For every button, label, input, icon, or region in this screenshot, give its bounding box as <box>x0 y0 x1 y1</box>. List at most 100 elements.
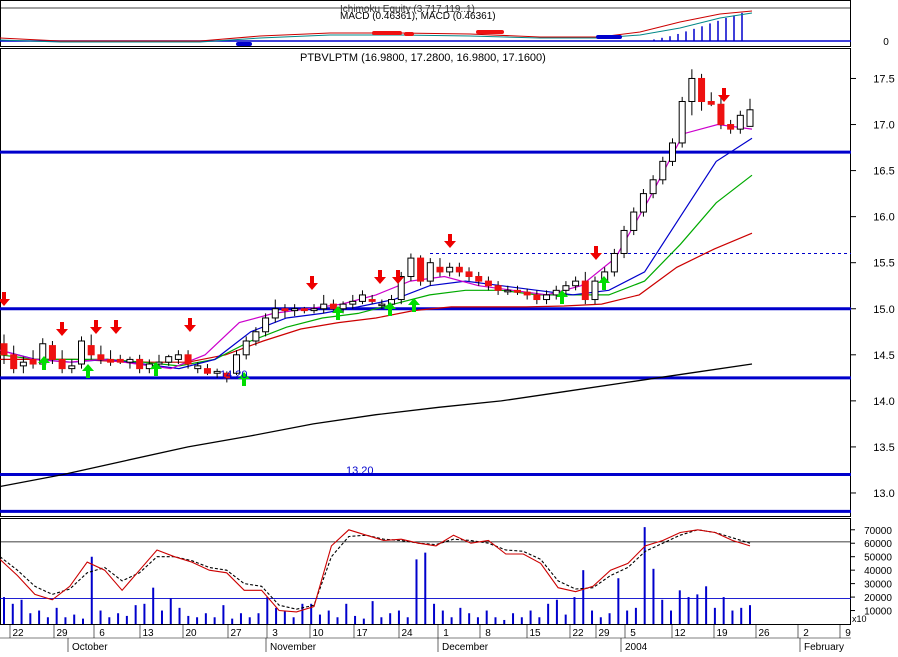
candle-down <box>29 358 37 365</box>
price-axis: 17.5 17.0 16.5 16.0 15.5 15.0 14.5 14.0 13.5 13.0 <box>851 73 895 500</box>
candle-up <box>572 280 580 287</box>
arrow-shape <box>444 234 456 248</box>
sell-signal-arrow <box>590 246 602 260</box>
candle-up <box>78 340 86 365</box>
candle-up <box>213 370 221 374</box>
x-month-label: October <box>72 642 108 652</box>
macd-signal-teal <box>0 12 753 43</box>
arrow-shape <box>408 298 420 312</box>
sell-signal-arrow <box>392 270 404 284</box>
x-month-label: November <box>270 642 317 652</box>
candle-up <box>591 280 599 301</box>
candle-down <box>107 358 115 363</box>
candle-down <box>717 103 725 126</box>
price-layer <box>0 69 851 513</box>
candle-down <box>581 280 589 301</box>
arrow-shape <box>90 320 102 334</box>
candle-down <box>455 266 463 273</box>
macd-crossover-marker <box>404 32 414 36</box>
volume-multiplier: x10 <box>852 614 867 624</box>
price-tick-label: 14.5 <box>873 350 894 362</box>
x-day-label: 5 <box>630 628 636 639</box>
buy-signal-arrow <box>384 302 396 316</box>
x-day-label: 2 <box>803 628 809 639</box>
buy-signal-arrow <box>332 306 344 320</box>
candle-up <box>165 356 173 363</box>
arrow-shape <box>184 318 196 332</box>
price-tick-label: 13.5 <box>873 442 894 454</box>
candle-up <box>252 331 260 342</box>
x-month-label: February <box>804 642 844 652</box>
x-day-label: 9 <box>845 628 851 639</box>
macd-panel-frame <box>0 0 851 47</box>
candle-down <box>223 372 231 379</box>
candle-down <box>97 354 105 360</box>
candle-up <box>610 252 618 273</box>
candle-up <box>639 193 647 213</box>
arrow-shape <box>598 276 610 290</box>
price-tick-label: 16.0 <box>873 212 894 224</box>
candle-up <box>194 365 202 370</box>
buy-signal-arrow <box>82 364 94 378</box>
price-tick-label: 15.5 <box>873 258 894 270</box>
price-tick-label: 14.0 <box>873 396 894 408</box>
buy-signal-arrow <box>598 276 610 290</box>
candle-up <box>358 294 366 302</box>
macd-crossover-marker <box>476 30 504 34</box>
candle-down <box>203 368 211 374</box>
volume-tick-label: 20000 <box>864 593 892 604</box>
buy-signal-arrow <box>556 290 568 304</box>
candle-up <box>630 211 638 231</box>
annotation-low: 14.20 <box>220 369 248 381</box>
candle-up <box>620 229 628 254</box>
candle-up <box>649 179 657 195</box>
macd-legend: MACD (0.46361), MACD (0.46361) <box>340 11 496 22</box>
candle-down <box>727 124 735 130</box>
ma-short-line <box>0 123 753 370</box>
arrow-shape <box>374 270 386 284</box>
arrow-shape <box>306 276 318 290</box>
x-day-label: 20 <box>185 628 197 639</box>
price-tick-label: 13.0 <box>873 488 894 500</box>
buy-signal-arrow <box>408 298 420 312</box>
candle-up <box>504 289 512 293</box>
x-axis: 22 29 6 13 20 27 3 10 17 24 1 8 15 22 29 5 12 19 26 2 9Octob… <box>0 624 851 653</box>
price-tick-label: 16.5 <box>873 166 894 178</box>
sell-signal-arrow <box>0 292 10 306</box>
candle-down <box>523 291 531 296</box>
sell-signal-arrow <box>56 322 68 336</box>
volume-tick-label: 60000 <box>864 539 892 550</box>
x-day-label: 24 <box>401 628 413 639</box>
candle-down <box>300 308 308 312</box>
sell-signal-arrow <box>444 234 456 248</box>
x-day-label: 3 <box>272 628 278 639</box>
candle-down <box>475 276 483 282</box>
candle-down <box>136 358 144 370</box>
volume-tick-label: 40000 <box>864 566 892 577</box>
arrow-shape <box>38 356 50 370</box>
sell-signal-arrow <box>306 276 318 290</box>
candle-up <box>552 289 560 296</box>
buy-signal-arrow <box>38 356 50 370</box>
candle-up <box>446 266 454 273</box>
candle-up <box>397 276 405 301</box>
sell-signal-arrow <box>110 320 122 334</box>
candle-up <box>746 109 754 127</box>
candle-up <box>262 317 270 333</box>
ma-long-line <box>0 363 753 488</box>
candle-up <box>310 308 318 312</box>
buy-signal-arrow <box>238 372 250 386</box>
arrow-shape <box>150 362 162 376</box>
candle-up <box>126 358 134 363</box>
x-month-label: 2004 <box>625 642 648 652</box>
macd-crossover-marker <box>372 31 402 35</box>
x-day-label: 17 <box>356 628 368 639</box>
volume-tick-label: 30000 <box>864 580 892 591</box>
candle-down <box>698 77 706 103</box>
buy-signal-arrow <box>150 362 162 376</box>
macd-title-overlay: Ichimoku Equity (3.717 119..1) <box>340 4 475 15</box>
candle-down <box>0 343 8 356</box>
candle-down <box>116 358 124 363</box>
sell-signal-arrow <box>184 318 196 332</box>
